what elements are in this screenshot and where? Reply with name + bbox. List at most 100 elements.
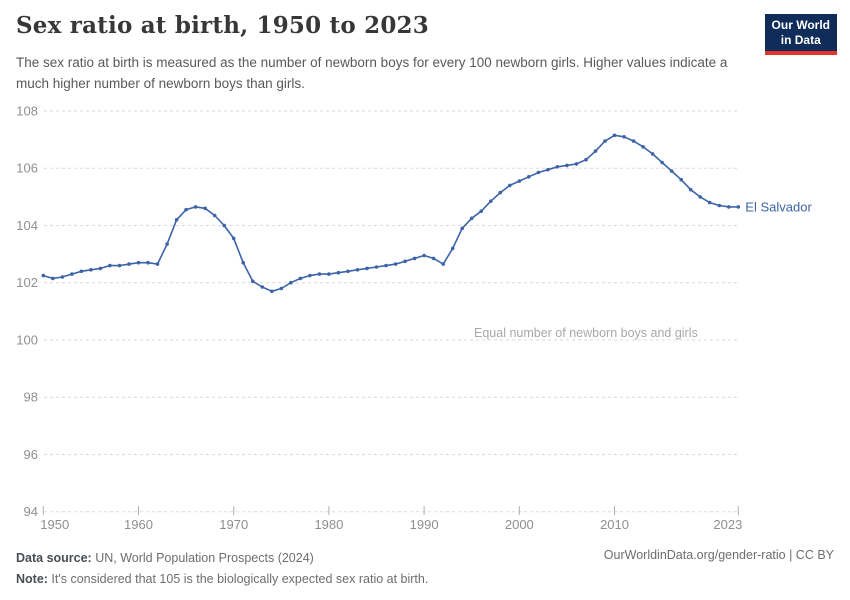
data-point-2015[interactable] [660, 160, 664, 165]
owid-logo: Our World in Data [764, 14, 837, 55]
y-axis-label-108: 108 [16, 104, 38, 119]
data-point-1961[interactable] [146, 260, 150, 265]
data-point-1983[interactable] [355, 268, 360, 272]
data-point-1970[interactable] [231, 236, 236, 241]
data-point-2021[interactable] [717, 203, 722, 208]
data-point-2007[interactable] [584, 157, 588, 162]
data-point-2013[interactable] [641, 145, 645, 149]
data-point-2023[interactable] [736, 205, 741, 209]
data-point-1969[interactable] [222, 223, 226, 228]
data-point-2017[interactable] [679, 177, 683, 182]
note-label: Note: [16, 572, 48, 586]
data-point-2012[interactable] [631, 139, 636, 143]
data-point-2011[interactable] [622, 135, 626, 139]
x-axis-label-1960: 1960 [124, 517, 153, 532]
data-point-1954[interactable] [79, 269, 84, 274]
data-point-2008[interactable] [593, 149, 598, 153]
data-point-1955[interactable] [89, 268, 93, 272]
data-point-1974[interactable] [270, 289, 274, 294]
data-point-1973[interactable] [260, 285, 265, 289]
data-point-1982[interactable] [346, 269, 350, 274]
data-point-1994[interactable] [460, 226, 465, 231]
data-point-1984[interactable] [365, 266, 369, 271]
data-point-2006[interactable] [574, 162, 579, 166]
x-axis-label-2010: 2010 [600, 517, 629, 532]
data-point-2010[interactable] [612, 133, 617, 138]
data-point-2018[interactable] [688, 187, 693, 192]
data-point-1964[interactable] [174, 218, 179, 222]
series-line-el-salvador[interactable] [43, 134, 739, 293]
data-point-2016[interactable] [669, 169, 674, 173]
data-point-1997[interactable] [489, 199, 493, 203]
data-point-1972[interactable] [251, 279, 255, 284]
x-axis-label-1980: 1980 [314, 517, 343, 532]
data-point-2002[interactable] [536, 170, 541, 175]
data-point-1990[interactable] [422, 253, 426, 258]
data-point-1993[interactable] [450, 246, 455, 251]
chart-canvas[interactable]: 94 96 98 100 102 104 106 108 1950 1960 1970 1980 199… [0, 95, 850, 545]
y-axis-label-94: 94 [24, 504, 38, 519]
data-point-1989[interactable] [412, 256, 417, 261]
data-point-1960[interactable] [136, 260, 141, 265]
data-point-2005[interactable] [565, 163, 569, 168]
data-point-1986[interactable] [384, 263, 388, 268]
x-axis-label-2023: 2023 [713, 517, 742, 532]
owid-logo-line1: Our World [771, 18, 830, 32]
page-title: Sex ratio at birth, 1950 to 2023 [16, 12, 429, 39]
data-point-2019[interactable] [698, 195, 702, 199]
data-point-1981[interactable] [336, 270, 341, 275]
line-chart[interactable]: 94 96 98 100 102 104 106 108 1950 1960 1970 1980 199… [0, 95, 850, 545]
data-point-1999[interactable] [508, 183, 512, 188]
data-point-1998[interactable] [498, 190, 503, 195]
data-point-2014[interactable] [650, 152, 655, 156]
data-source-label: Data source: [16, 551, 92, 565]
data-point-2020[interactable] [707, 200, 712, 205]
data-point-1985[interactable] [374, 265, 379, 269]
data-point-1995[interactable] [469, 216, 474, 221]
data-point-1950[interactable] [41, 273, 46, 278]
data-point-1992[interactable] [441, 262, 446, 266]
data-point-1977[interactable] [298, 276, 303, 281]
data-point-1980[interactable] [327, 272, 331, 276]
data-point-1991[interactable] [431, 256, 436, 261]
footer-left: Data source: UN, World Population Prospe… [16, 548, 428, 590]
data-point-1966[interactable] [193, 205, 198, 209]
data-point-1987[interactable] [393, 262, 398, 266]
data-point-1957[interactable] [108, 263, 112, 268]
data-point-1967[interactable] [203, 206, 207, 211]
owid-logo-line2: in Data [780, 33, 821, 47]
data-point-1956[interactable] [98, 266, 103, 271]
data-point-1959[interactable] [127, 262, 131, 266]
y-axis-label-100: 100 [16, 332, 38, 347]
x-axis-label-1950: 1950 [40, 517, 69, 532]
data-point-1965[interactable] [184, 207, 188, 212]
data-point-1952[interactable] [60, 275, 65, 279]
data-point-2000[interactable] [517, 179, 522, 183]
note-text: It's considered that 105 is the biologic… [47, 572, 429, 586]
y-axis-label-104: 104 [16, 218, 38, 233]
data-point-2003[interactable] [546, 167, 550, 172]
data-point-2009[interactable] [603, 139, 607, 143]
data-point-2022[interactable] [727, 205, 731, 209]
data-point-1978[interactable] [308, 273, 312, 278]
data-point-1976[interactable] [289, 280, 293, 285]
footer-link[interactable]: OurWorldinData.org/gender-ratio | CC BY [603, 548, 834, 562]
x-axis-label-1970: 1970 [219, 517, 248, 532]
data-point-1953[interactable] [70, 272, 74, 276]
data-point-1963[interactable] [165, 242, 169, 246]
data-point-1988[interactable] [403, 259, 407, 264]
data-point-1968[interactable] [212, 213, 217, 218]
data-point-1975[interactable] [279, 286, 284, 291]
data-point-1958[interactable] [117, 263, 122, 268]
equal-ratio-annotation: Equal number of newborn boys and girls [474, 326, 698, 340]
data-point-1962[interactable] [155, 262, 160, 266]
data-point-2001[interactable] [527, 175, 531, 179]
data-point-1971[interactable] [241, 260, 245, 265]
y-axis-label-96: 96 [24, 447, 38, 462]
note-line: Note: It's considered that 105 is the bi… [16, 569, 428, 590]
data-point-1979[interactable] [317, 272, 322, 276]
data-point-1951[interactable] [51, 276, 55, 281]
data-source-line: Data source: UN, World Population Prospe… [16, 548, 428, 569]
data-point-1996[interactable] [479, 209, 484, 213]
data-point-2004[interactable] [555, 165, 560, 169]
